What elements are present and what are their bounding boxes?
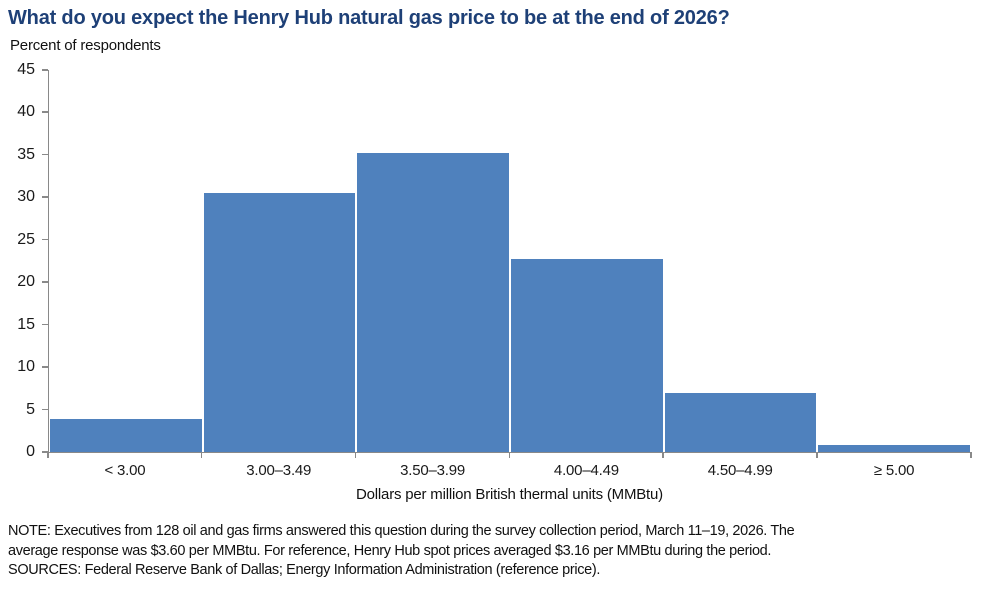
y-tick-label-0: 0 [26,443,35,460]
bars-container [49,70,971,452]
y-tick-label-35: 35 [17,145,35,163]
y-tick-mark-5 [42,408,48,411]
y-axis-unit-label: Percent of respondents [10,37,161,54]
x-tick-mark-1 [200,452,203,458]
note-text-line-2: average response was $3.60 per MMBtu. Fo… [8,542,772,559]
x-tick-mark-6 [970,452,972,458]
sources-text: SOURCES: Federal Reserve Bank of Dallas;… [8,562,601,578]
x-tick-label-1: 3.00–3.49 [246,462,312,479]
y-tick-label-45: 45 [17,61,35,78]
y-tick-mark-15 [42,323,48,326]
x-tick-label-4: 4.50–4.99 [707,462,773,479]
y-tick-mark-35 [42,153,48,156]
bar-3.50–3.99 [357,153,510,452]
bar-cell-4 [664,70,818,452]
bar-4.00–4.49 [511,259,663,452]
bar-4.50–4.99 [664,392,817,452]
y-tick-mark-10 [42,366,48,368]
bar-cell-3 [510,70,664,452]
x-tick-label-5: ≥ 5.00 [873,462,915,479]
y-tick-label-10: 10 [17,358,35,376]
y-tick-label-5: 5 [26,400,35,418]
bar-< 3.00 [50,418,202,452]
x-tick-mark-4 [662,452,664,458]
bar-cell-5 [817,70,971,452]
footnote: NOTE: Executives from 128 oil and gas fi… [8,522,993,581]
x-axis-title: Dollars per million British thermal unit… [356,486,663,503]
x-tick-mark-5 [816,452,818,458]
x-axis [47,452,972,459]
x-tick-mark-2 [354,452,357,458]
y-tick-mark-40 [42,111,48,113]
y-tick-mark-45 [42,69,48,71]
y-tick-label-30: 30 [17,188,35,206]
x-tick-mark-3 [508,452,510,458]
bar-cell-1 [203,70,357,452]
bar-3.00–3.49 [203,193,356,452]
x-tick-label-0: < 3.00 [104,462,146,479]
x-tick-mark-0 [47,452,49,458]
y-tick-label-25: 25 [17,230,35,248]
y-tick-mark-25 [42,238,48,241]
y-tick-label-20: 20 [17,273,35,291]
y-axis: 0 5 10 15 20 25 30 35 40 45 [0,61,48,460]
y-tick-label-15: 15 [17,315,35,333]
x-tick-label-3: 4.00–4.49 [553,462,619,479]
x-tick-label-2: 3.50–3.99 [400,462,466,479]
bar-cell-0 [49,70,203,452]
plot-area [48,70,971,453]
bar-≥ 5.00 [818,445,971,452]
y-tick-label-40: 40 [17,103,35,121]
y-tick-mark-20 [42,281,48,283]
note-text-line-1: NOTE: Executives from 128 oil and gas fi… [8,523,795,539]
bar-cell-2 [356,70,510,452]
chart-title: What do you expect the Henry Hub natural… [8,7,730,29]
y-tick-mark-0 [42,451,48,453]
y-tick-mark-30 [42,196,48,198]
x-tick-labels: < 3.00 3.00–3.49 3.50–3.99 4.00–4.49 4.50–4.… [48,462,971,479]
